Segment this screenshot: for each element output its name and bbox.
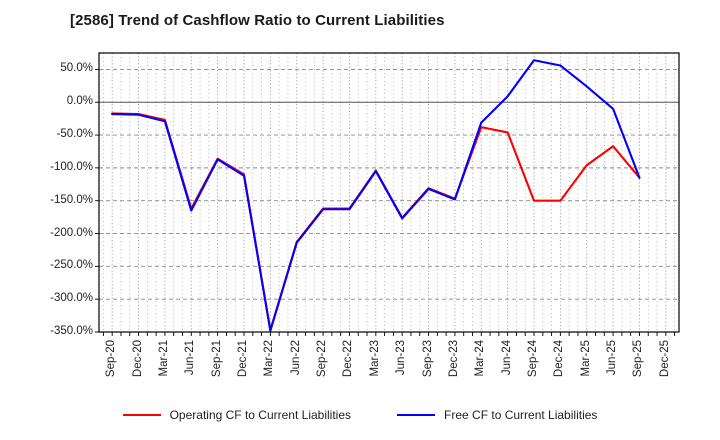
legend-line-swatch (122, 414, 161, 416)
plot-frame (98, 52, 680, 333)
chart-title: [2586] Trend of Cashflow Ratio to Curren… (70, 12, 445, 29)
x-axis-tick-label: Mar-24 (474, 340, 487, 377)
y-axis-tick-label: 50.0% (60, 62, 93, 75)
x-axis-tick-label: Jun-24 (500, 340, 513, 376)
x-axis-tick-label: Dec-20 (131, 340, 144, 378)
legend-item[interactable]: Free CF to Current Liabilities (397, 408, 597, 422)
y-axis-tick-label: -250.0% (50, 259, 93, 272)
x-axis-tick-label: Jun-23 (395, 340, 408, 376)
x-axis-tick-label: Dec-23 (447, 340, 460, 378)
legend-item[interactable]: Operating CF to Current Liabilities (122, 408, 352, 422)
legend-label: Free CF to Current Liabilities (444, 408, 598, 422)
y-axis-tick-label: -150.0% (50, 193, 93, 206)
legend-line-swatch (397, 414, 436, 416)
data-series-layer (111, 59, 641, 332)
x-axis-tick-label: Jun-25 (606, 340, 619, 376)
y-axis-tick-label: -50.0% (56, 128, 93, 141)
y-axis-tick-label: 0.0% (66, 95, 93, 108)
x-axis-tick-label: Jun-21 (184, 340, 197, 376)
x-axis-tick-label: Sep-23 (421, 340, 434, 378)
gridlines (95, 53, 679, 336)
legend-label: Operating CF to Current Liabilities (169, 408, 352, 422)
x-axis-tick-label: Mar-21 (157, 340, 170, 377)
y-axis-tick-label: -350.0% (50, 325, 93, 337)
y-axis-tick-label: -300.0% (50, 292, 93, 305)
x-axis-tick-label: Sep-21 (210, 340, 223, 378)
y-axis-tick-label: -100.0% (50, 160, 93, 173)
x-axis-tick-label: Dec-22 (342, 340, 355, 378)
x-axis-tick-label: Dec-24 (553, 340, 566, 378)
x-axis-tick-label: Dec-21 (237, 340, 249, 378)
x-axis-tick-label: Mar-23 (368, 340, 381, 377)
x-axis-tick-label: Sep-20 (105, 340, 118, 378)
x-axis-tick-label: Sep-25 (632, 340, 645, 378)
x-axis-tick-label: Mar-25 (579, 340, 592, 377)
x-axis-tick-label: Dec-25 (658, 340, 671, 378)
x-axis-tick-label: Jun-22 (289, 340, 302, 376)
chart-legend: Operating CF to Current Liabilities Free … (0, 408, 720, 422)
x-axis-tick-label: Mar-22 (263, 340, 276, 377)
x-axis-tick-label: Sep-24 (527, 340, 539, 378)
y-axis-tick-label: -200.0% (50, 226, 93, 239)
series-line (111, 59, 641, 332)
x-axis-tick-label: Sep-22 (316, 340, 329, 378)
